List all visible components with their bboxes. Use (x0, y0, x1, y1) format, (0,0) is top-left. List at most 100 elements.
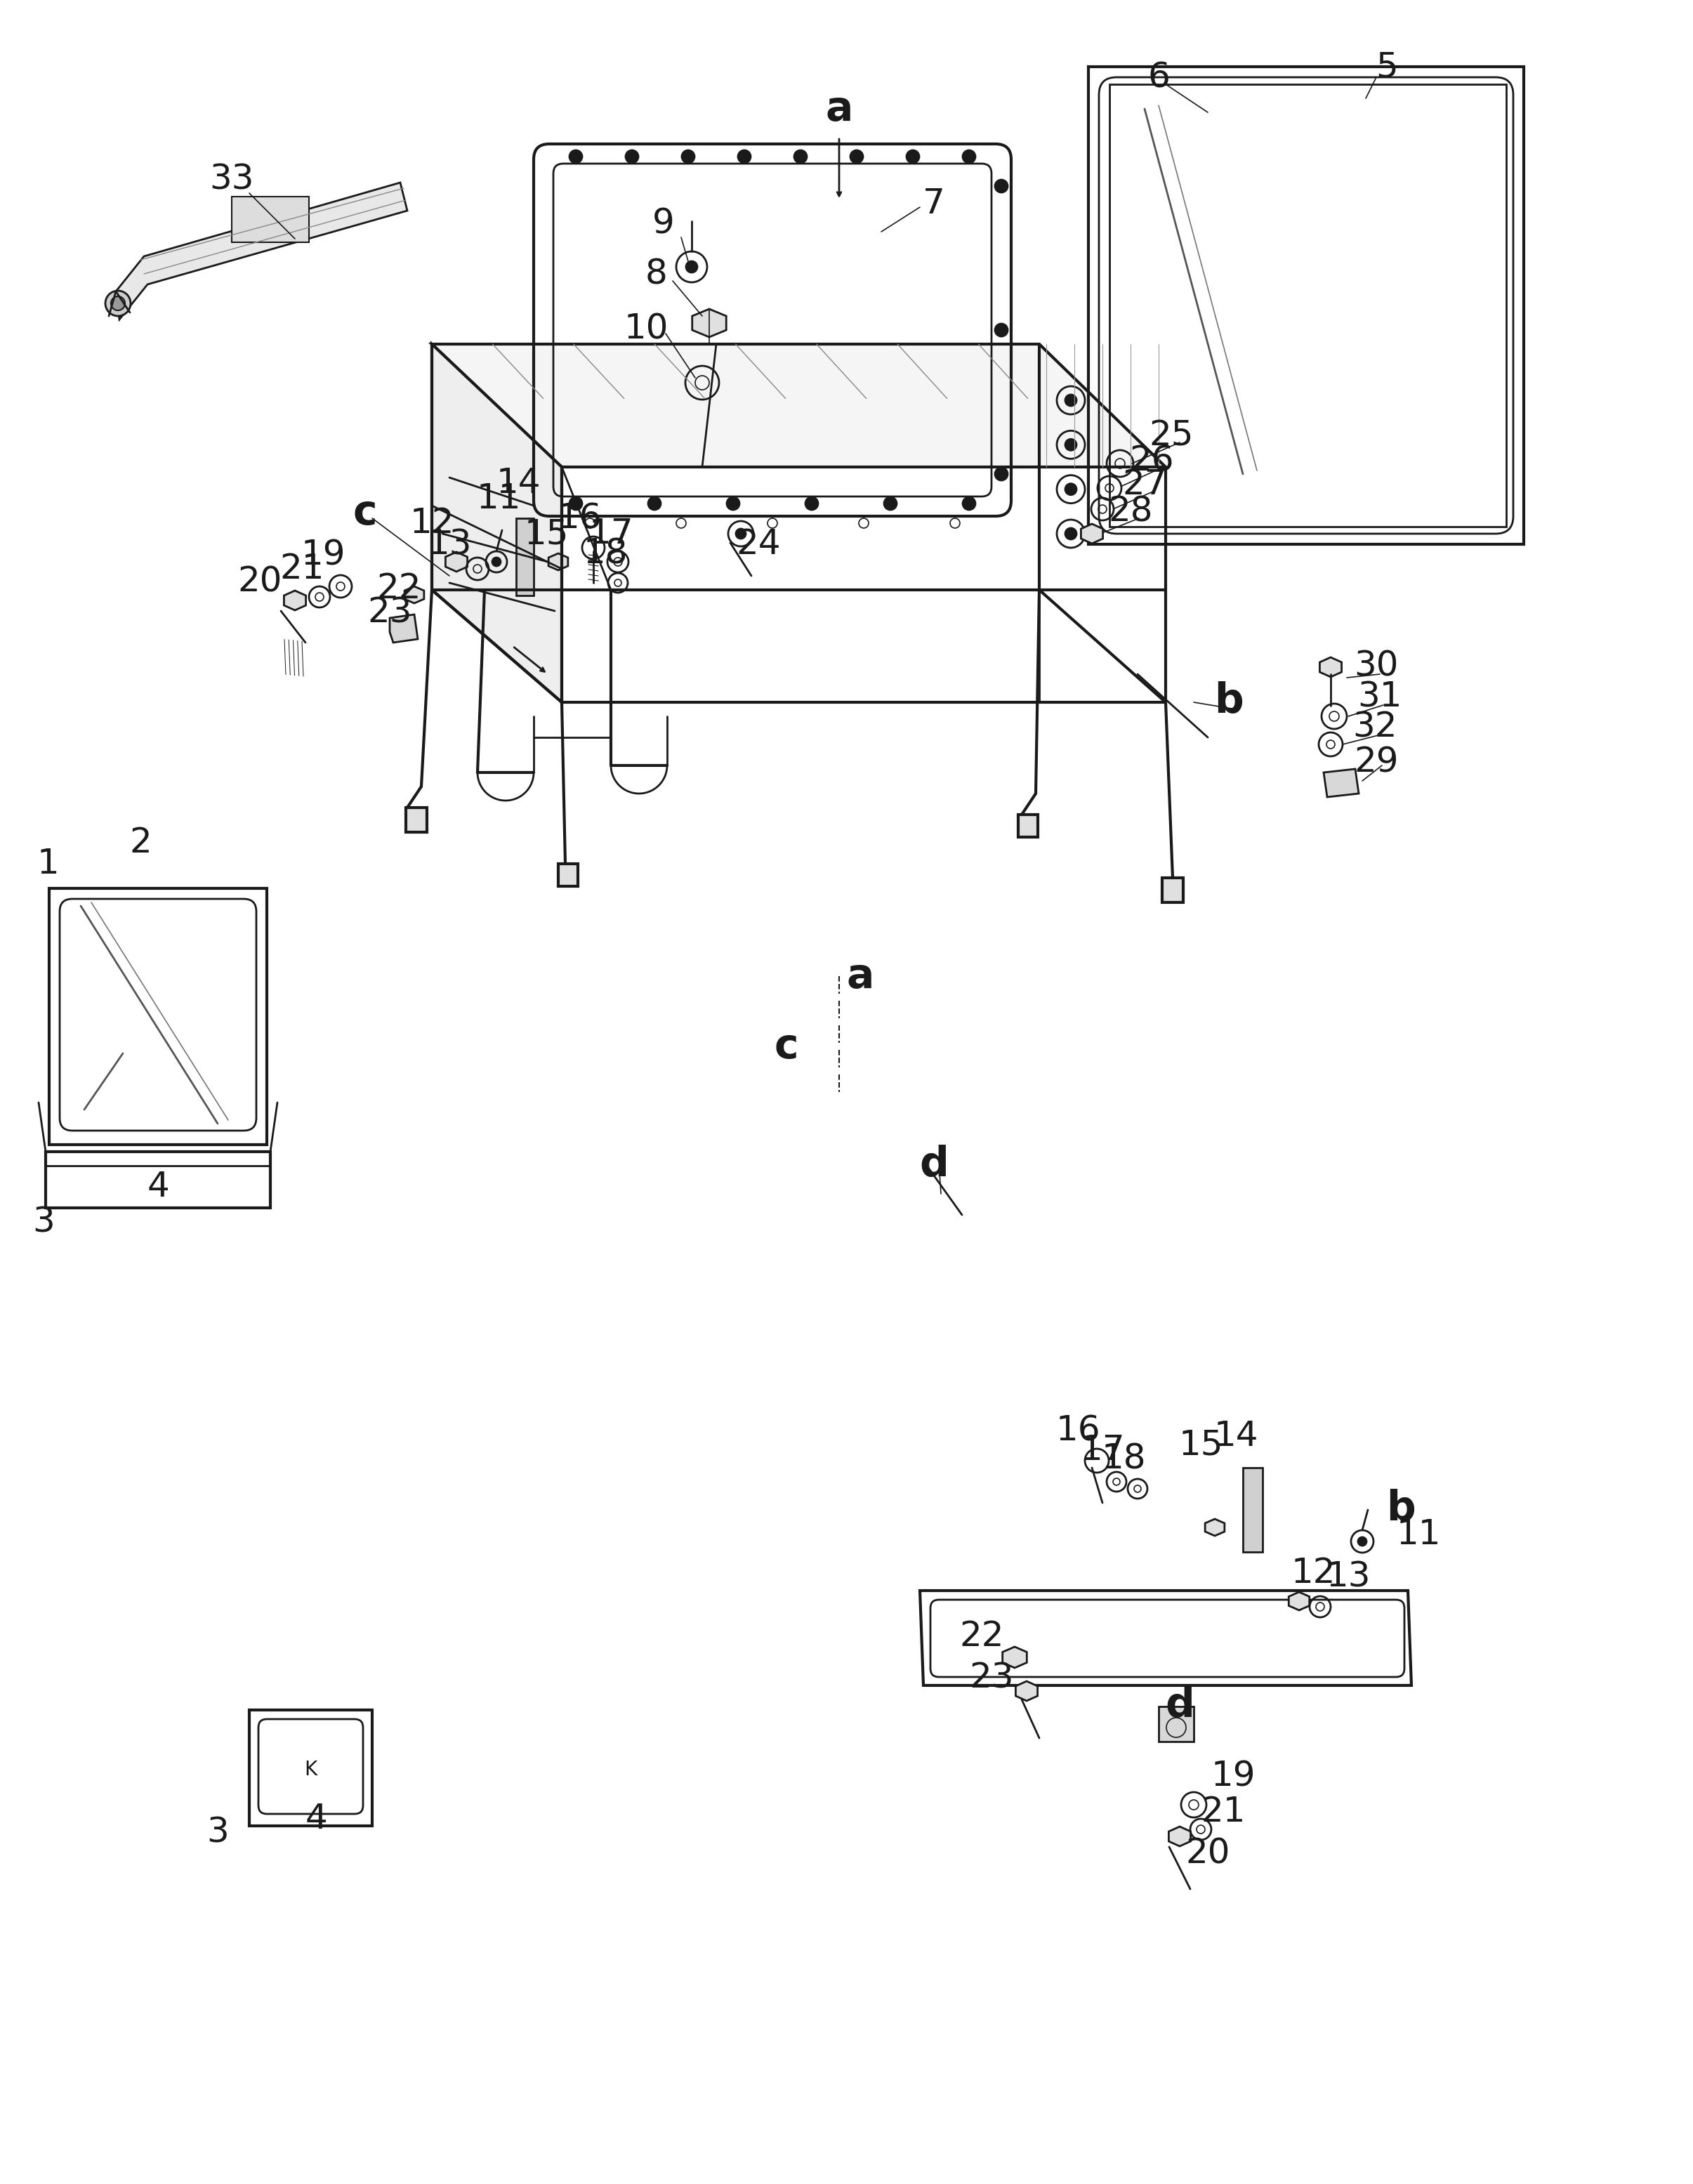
Bar (1243, 1468, 1263, 1553)
Polygon shape (1288, 1592, 1309, 1610)
Text: 22: 22 (376, 572, 422, 605)
Polygon shape (1002, 1647, 1028, 1669)
Text: 11: 11 (1397, 1518, 1441, 1551)
Bar (559, 863, 577, 887)
Text: 15: 15 (525, 518, 569, 550)
Text: d: d (919, 1144, 948, 1184)
Text: 12: 12 (1290, 1557, 1336, 1590)
Text: 20: 20 (1185, 1837, 1231, 1872)
Text: 15: 15 (1178, 1428, 1222, 1461)
Polygon shape (115, 183, 408, 319)
Polygon shape (432, 345, 1166, 467)
Circle shape (726, 498, 740, 509)
Circle shape (884, 498, 897, 509)
Text: 23: 23 (367, 596, 411, 629)
Polygon shape (1016, 1682, 1038, 1701)
Text: 32: 32 (1353, 710, 1397, 745)
Circle shape (736, 529, 745, 539)
Text: 9: 9 (652, 207, 676, 240)
Text: 13: 13 (1326, 1559, 1371, 1594)
Circle shape (493, 557, 501, 566)
Text: c: c (774, 1026, 799, 1066)
Circle shape (1358, 1538, 1366, 1546)
Circle shape (995, 323, 1007, 336)
Polygon shape (284, 590, 306, 609)
Text: 3: 3 (207, 1817, 229, 1850)
Text: 1: 1 (37, 847, 59, 880)
Polygon shape (549, 553, 567, 570)
Text: 2: 2 (129, 826, 152, 860)
Text: 4: 4 (305, 1802, 327, 1837)
Text: 18: 18 (582, 537, 628, 570)
Text: a: a (847, 957, 874, 996)
Text: 16: 16 (557, 502, 601, 535)
Text: 12: 12 (410, 507, 454, 539)
Bar (406, 808, 427, 832)
Circle shape (682, 151, 694, 164)
Polygon shape (1080, 524, 1102, 544)
Circle shape (1065, 483, 1077, 496)
Circle shape (648, 498, 660, 509)
Text: d: d (1165, 1686, 1194, 1725)
Text: 21: 21 (279, 553, 325, 585)
Polygon shape (389, 614, 418, 642)
Polygon shape (445, 553, 467, 572)
Polygon shape (1158, 1706, 1194, 1741)
Text: 23: 23 (968, 1662, 1014, 1695)
Circle shape (995, 179, 1007, 192)
Text: 28: 28 (1109, 494, 1153, 529)
Text: b: b (1214, 681, 1243, 721)
Circle shape (105, 290, 130, 317)
Text: 33: 33 (210, 162, 254, 197)
Text: 8: 8 (645, 258, 667, 290)
Text: 24: 24 (736, 526, 780, 561)
Text: 14: 14 (496, 467, 540, 500)
Text: 7: 7 (923, 188, 945, 221)
Text: 26: 26 (1129, 443, 1173, 478)
Circle shape (1065, 439, 1077, 450)
Text: 19: 19 (301, 537, 345, 572)
Text: 11: 11 (476, 483, 521, 515)
Text: 17: 17 (589, 518, 633, 550)
Bar (232, 197, 308, 242)
Polygon shape (1324, 769, 1359, 797)
Circle shape (906, 151, 919, 164)
Text: 10: 10 (623, 312, 669, 345)
Text: 21: 21 (1200, 1795, 1246, 1828)
Polygon shape (1321, 657, 1341, 677)
Circle shape (1065, 395, 1077, 406)
Circle shape (806, 498, 818, 509)
Circle shape (995, 467, 1007, 480)
Text: 3: 3 (32, 1206, 54, 1238)
Polygon shape (1205, 1518, 1224, 1535)
Text: 16: 16 (1055, 1415, 1100, 1448)
Circle shape (626, 151, 638, 164)
Text: 19: 19 (1210, 1760, 1255, 1793)
Text: 5: 5 (1376, 50, 1398, 83)
Text: a: a (824, 90, 853, 129)
Text: 20: 20 (237, 566, 283, 598)
Text: 17: 17 (1080, 1433, 1124, 1468)
Text: 29: 29 (1354, 745, 1398, 780)
Text: 31: 31 (1358, 679, 1402, 714)
Circle shape (963, 498, 975, 509)
Polygon shape (692, 308, 726, 336)
Text: 18: 18 (1100, 1441, 1146, 1476)
Text: 27: 27 (1122, 467, 1166, 502)
Text: 4: 4 (147, 1171, 169, 1203)
Text: b: b (1387, 1489, 1415, 1529)
Text: c: c (352, 494, 378, 533)
Text: 30: 30 (1354, 649, 1398, 684)
Bar (1017, 815, 1038, 836)
Circle shape (569, 498, 582, 509)
Text: 6: 6 (1148, 61, 1170, 94)
Circle shape (569, 151, 582, 164)
Text: 13: 13 (427, 526, 472, 561)
Circle shape (1065, 529, 1077, 539)
Text: K: K (305, 1760, 317, 1780)
Text: 25: 25 (1150, 419, 1194, 452)
Polygon shape (1168, 1826, 1190, 1845)
Text: 22: 22 (960, 1618, 1004, 1653)
Bar (1161, 878, 1183, 902)
Circle shape (850, 151, 863, 164)
